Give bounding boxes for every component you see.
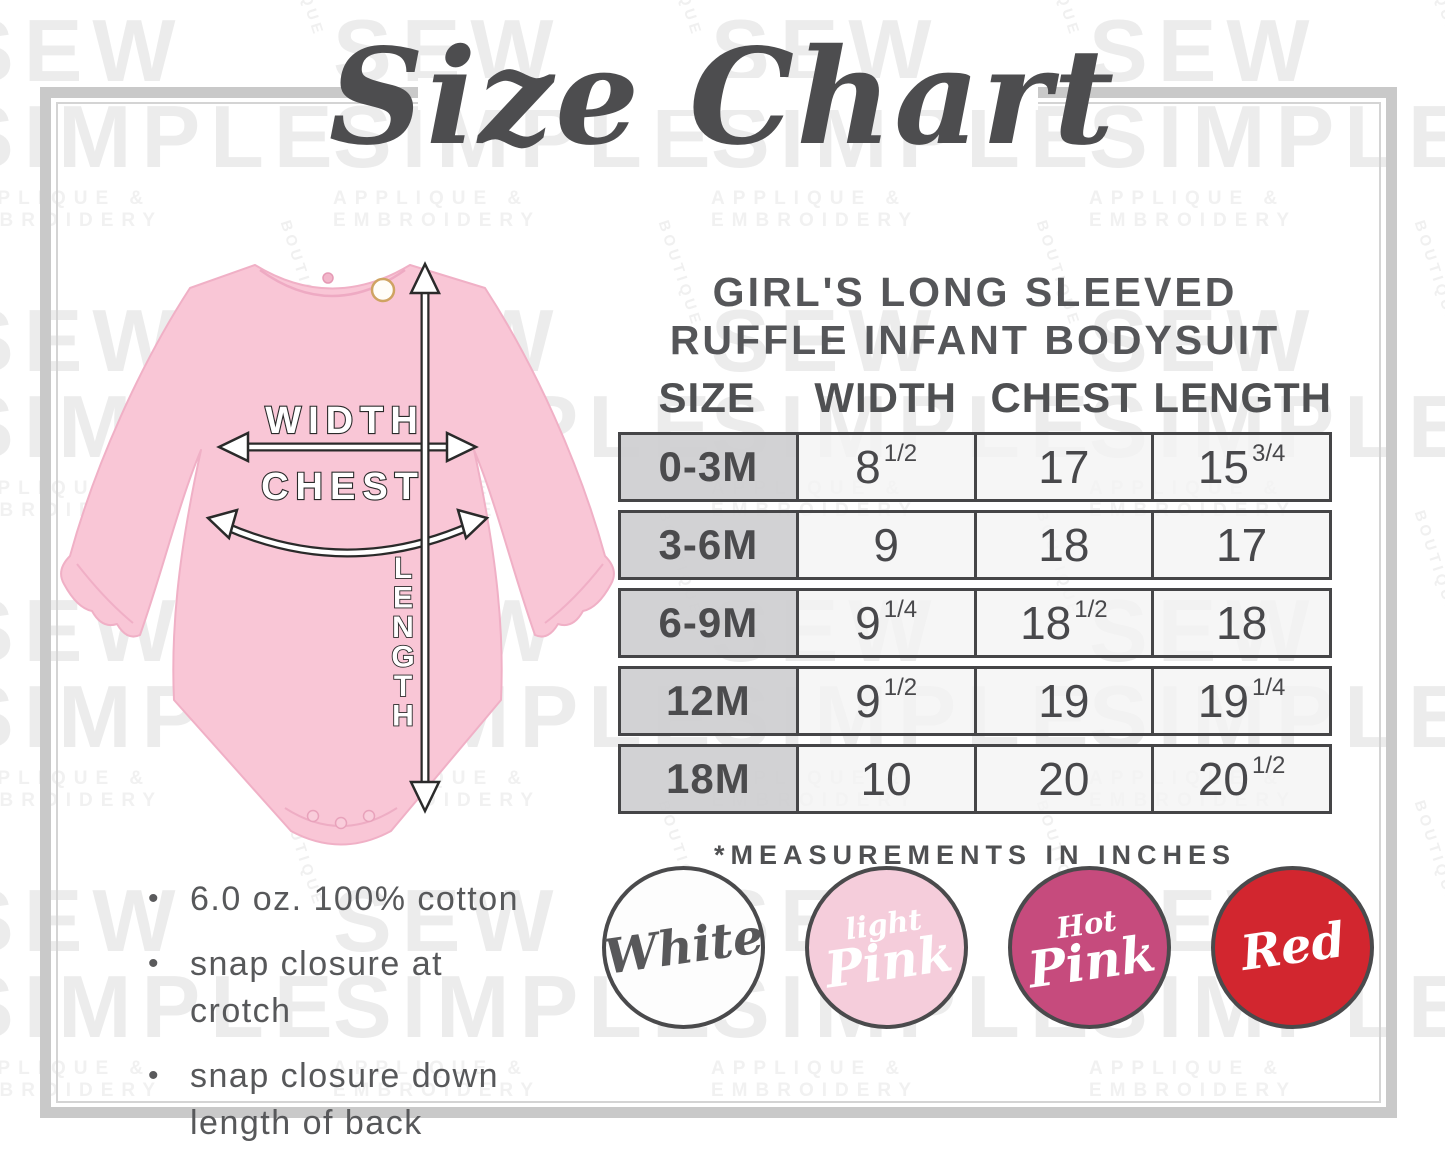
fraction-superscript: 1/4 — [1252, 674, 1286, 701]
watermark-boutique: BOUTIQUE — [1410, 218, 1445, 330]
feature-list: • 6.0 oz. 100% cotton • snap closure at cro… — [148, 876, 568, 1156]
bullet-icon: • — [148, 882, 161, 915]
value-cell: 18 — [1151, 591, 1329, 655]
crotch-snap — [306, 809, 320, 823]
value-cell: 17 — [973, 435, 1152, 499]
size-cell: 12M — [621, 669, 796, 733]
swatch-label: Hot Pink — [1024, 903, 1159, 1000]
color-swatch-red: Red — [1211, 866, 1374, 1029]
fraction-superscript: 1/4 — [883, 596, 918, 623]
value-cell: 8 1/2 — [795, 435, 974, 499]
swatch-label: Red — [1237, 911, 1348, 982]
table-row: 18M 10 20 20 1/2 — [618, 744, 1332, 814]
width-label: WIDTH — [265, 400, 425, 442]
product-title: GIRL'S LONG SLEEVED RUFFLE INFANT BODYSU… — [615, 268, 1335, 365]
crotch-snap — [334, 816, 348, 830]
chest-label: CHEST — [261, 466, 425, 508]
size-cell: 6-9M — [621, 591, 796, 655]
title-background-mask — [418, 78, 1038, 110]
value-cell: 10 — [795, 747, 974, 811]
watermark-boutique: BOUTIQUE — [1410, 798, 1445, 910]
fraction-superscript: 1/2 — [883, 440, 918, 467]
table-row: 3-6M 9 18 17 — [618, 510, 1332, 580]
swatch-label: White — [600, 908, 767, 986]
chest-arrow — [205, 508, 490, 558]
color-swatches: White light Pink Hot Pink Red — [600, 866, 1374, 1029]
size-cell: 0-3M — [621, 435, 796, 499]
watermark-boutique: BOUTIQUE — [1410, 508, 1445, 620]
product-title-line2: RUFFLE INFANT BODYSUIT — [669, 317, 1281, 364]
value-cell: 9 — [795, 513, 974, 577]
size-table: SIZE WIDTH CHEST LENGTH 0-3M 8 1/2 17 15 3/4 3… — [618, 374, 1332, 822]
value-cell: 9 1/4 — [795, 591, 974, 655]
measurements-footnote: *MEASUREMENTS IN INCHES — [713, 840, 1237, 870]
table-row: 6-9M 9 1/4 18 1/2 18 — [618, 588, 1332, 658]
value-cell: 15 3/4 — [1151, 435, 1329, 499]
feature-item: • snap closure down length of back — [148, 1053, 568, 1148]
fraction-superscript: 1/2 — [883, 674, 918, 701]
column-header-width: WIDTH — [814, 374, 957, 421]
color-swatch-light-pink: light Pink — [805, 866, 968, 1029]
right-cuff-seam — [544, 563, 604, 624]
value-cell: 20 1/2 — [1151, 747, 1329, 811]
size-cell: 3-6M — [621, 513, 796, 577]
length-arrow — [409, 261, 441, 814]
column-header-chest: CHEST — [990, 374, 1138, 421]
table-row: 12M 9 1/2 19 19 1/4 — [618, 666, 1332, 736]
size-table-header: SIZE WIDTH CHEST LENGTH — [618, 374, 1332, 422]
value-cell: 17 — [1151, 513, 1329, 577]
column-header-size: SIZE — [658, 374, 756, 421]
value-cell: 18 — [973, 513, 1152, 577]
bullet-icon: • — [148, 1058, 161, 1092]
value-cell: 9 1/2 — [795, 669, 974, 733]
fraction-superscript: 3/4 — [1252, 440, 1286, 467]
feature-item: • 6.0 oz. 100% cotton — [148, 876, 568, 924]
swatch-label: light Pink — [821, 902, 956, 1000]
neck-snap — [322, 272, 334, 284]
value-cell: 18 1/2 — [973, 591, 1152, 655]
neck-tag — [370, 277, 396, 303]
feature-item: • snap closure at crotch — [148, 941, 568, 1036]
crotch-snap — [362, 809, 376, 823]
fraction-superscript: 1/2 — [1252, 752, 1286, 779]
value-cell: 19 1/4 — [1151, 669, 1329, 733]
feature-text: 6.0 oz. 100% cotton — [190, 880, 520, 918]
value-cell: 19 — [973, 669, 1152, 733]
feature-text: snap closure at crotch — [190, 944, 444, 1031]
fraction-superscript: 1/2 — [1074, 596, 1108, 623]
page-title: Size Chart — [328, 20, 1117, 175]
size-cell: 18M — [621, 747, 796, 811]
feature-text: snap closure down length of back — [190, 1056, 500, 1143]
product-title-line1: GIRL'S LONG SLEEVED — [712, 269, 1238, 315]
left-cuff-seam — [76, 563, 134, 624]
value-cell: 20 — [973, 747, 1152, 811]
color-swatch-white: White — [600, 866, 767, 1029]
size-table-body: 0-3M 8 1/2 17 15 3/4 3-6M 9 18 17 6-9M 9 1/4 18 1/2 18 1… — [618, 432, 1332, 814]
color-swatch-hot-pink: Hot Pink — [1008, 866, 1171, 1029]
table-row: 0-3M 8 1/2 17 15 3/4 — [618, 432, 1332, 502]
bullet-icon: • — [148, 946, 161, 980]
column-header-length: LENGTH — [1153, 374, 1333, 421]
